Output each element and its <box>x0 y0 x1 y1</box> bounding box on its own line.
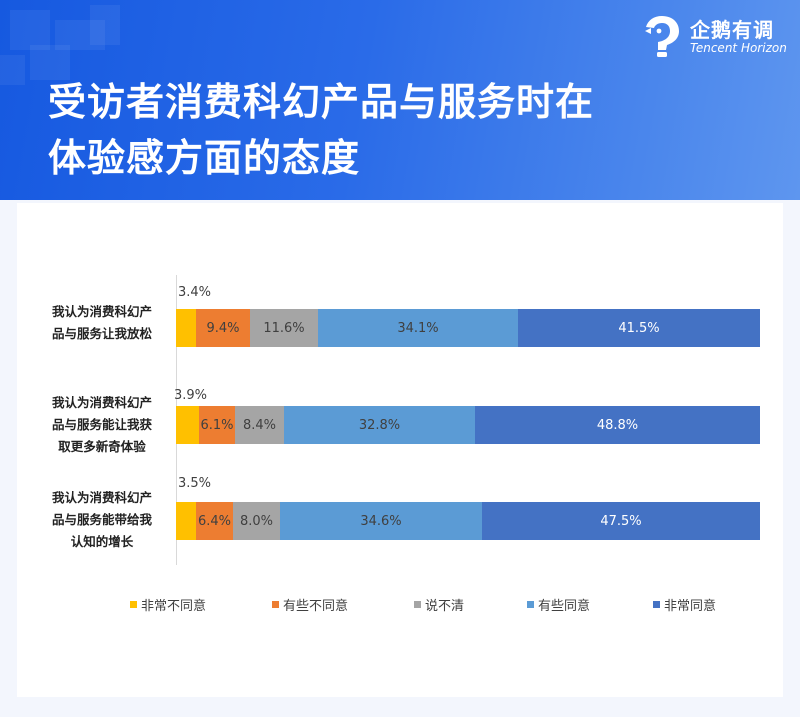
data-label-strongly-disagree: 3.5% <box>178 476 212 491</box>
legend-label: 有些不同意 <box>283 599 349 614</box>
row-label-line: 品与服务能让我获 <box>51 417 152 432</box>
legend-item-somewhat-agree: 有些同意 <box>527 595 623 614</box>
logo-name-cn: 企鹅有调 <box>690 18 774 42</box>
segment-strongly-disagree <box>176 406 199 444</box>
segment-unsure: 11.6% <box>250 309 318 347</box>
segment-somewhat-agree: 34.6% <box>280 502 482 540</box>
row-label-line: 我认为消费科幻产 <box>51 304 152 319</box>
segment-strongly-disagree <box>176 502 196 540</box>
chart-card <box>17 203 783 697</box>
row-label-line: 认知的增长 <box>70 534 134 549</box>
legend-label: 非常不同意 <box>141 599 207 614</box>
legend-item-unsure: 说不清 <box>414 595 497 614</box>
legend-label: 说不清 <box>425 599 465 614</box>
segment-somewhat-disagree: 6.4% <box>196 502 233 540</box>
title-line-1: 受访者消费科幻产品与服务时在 <box>48 80 595 124</box>
segment-somewhat-agree: 34.1% <box>318 309 518 347</box>
segment-strongly-disagree <box>176 309 196 347</box>
legend-swatch-icon <box>130 601 137 608</box>
legend-swatch-icon <box>272 601 279 608</box>
data-label-strongly-disagree: 3.4% <box>178 285 212 300</box>
decorative-square <box>90 5 120 45</box>
row-label: 我认为消费科幻产 品与服务能让我获 取更多新奇体验 <box>32 392 172 458</box>
legend-swatch-icon <box>653 601 660 608</box>
stacked-bar: 6.4% 8.0% 34.6% 47.5% <box>176 502 760 540</box>
decorative-square <box>30 45 70 80</box>
brand-logo: 企鹅有调 Tencent Horizon <box>642 12 792 60</box>
row-label-line: 取更多新奇体验 <box>58 439 146 454</box>
row-label-line: 品与服务让我放松 <box>51 326 152 341</box>
penguin-question-mark-icon <box>645 16 679 57</box>
stacked-bar: 9.4% 11.6% 34.1% 41.5% <box>176 309 760 347</box>
legend-swatch-icon <box>527 601 534 608</box>
segment-strongly-agree: 41.5% <box>518 309 760 347</box>
row-label: 我认为消费科幻产 品与服务能带给我 认知的增长 <box>32 487 172 553</box>
data-label-strongly-disagree: 3.9% <box>174 388 208 403</box>
legend-label: 有些同意 <box>538 599 591 614</box>
legend-label: 非常同意 <box>664 599 717 614</box>
segment-somewhat-agree: 32.8% <box>284 406 475 444</box>
segment-somewhat-disagree: 9.4% <box>196 309 250 347</box>
stacked-bar: 6.1% 8.4% 32.8% 48.8% <box>176 406 760 444</box>
legend-swatch-icon <box>414 601 421 608</box>
segment-strongly-agree: 48.8% <box>475 406 760 444</box>
row-label: 我认为消费科幻产 品与服务让我放松 <box>32 301 172 345</box>
segment-unsure: 8.4% <box>235 406 284 444</box>
row-label-line: 我认为消费科幻产 <box>51 395 152 410</box>
row-label-line: 我认为消费科幻产 <box>51 490 152 505</box>
decorative-square <box>55 20 105 50</box>
page-title: 受访者消费科幻产品与服务时在 体验感方面的态度 <box>48 74 748 186</box>
legend-item-strongly-agree: 非常同意 <box>653 595 716 614</box>
decorative-square <box>10 10 50 50</box>
segment-strongly-agree: 47.5% <box>482 502 760 540</box>
row-label-line: 品与服务能带给我 <box>51 512 152 527</box>
chart-legend: 非常不同意 有些不同意 说不清 有些同意 非常同意 <box>130 595 746 614</box>
title-line-2: 体验感方面的态度 <box>48 136 361 180</box>
logo-name-en: Tencent Horizon <box>690 41 787 55</box>
segment-somewhat-disagree: 6.1% <box>199 406 235 444</box>
legend-item-somewhat-disagree: 有些不同意 <box>272 595 384 614</box>
header-banner: 企鹅有调 Tencent Horizon 受访者消费科幻产品与服务时在 体验感方… <box>0 0 800 200</box>
segment-unsure: 8.0% <box>233 502 280 540</box>
decorative-square <box>0 55 25 85</box>
legend-item-strongly-disagree: 非常不同意 <box>130 595 242 614</box>
